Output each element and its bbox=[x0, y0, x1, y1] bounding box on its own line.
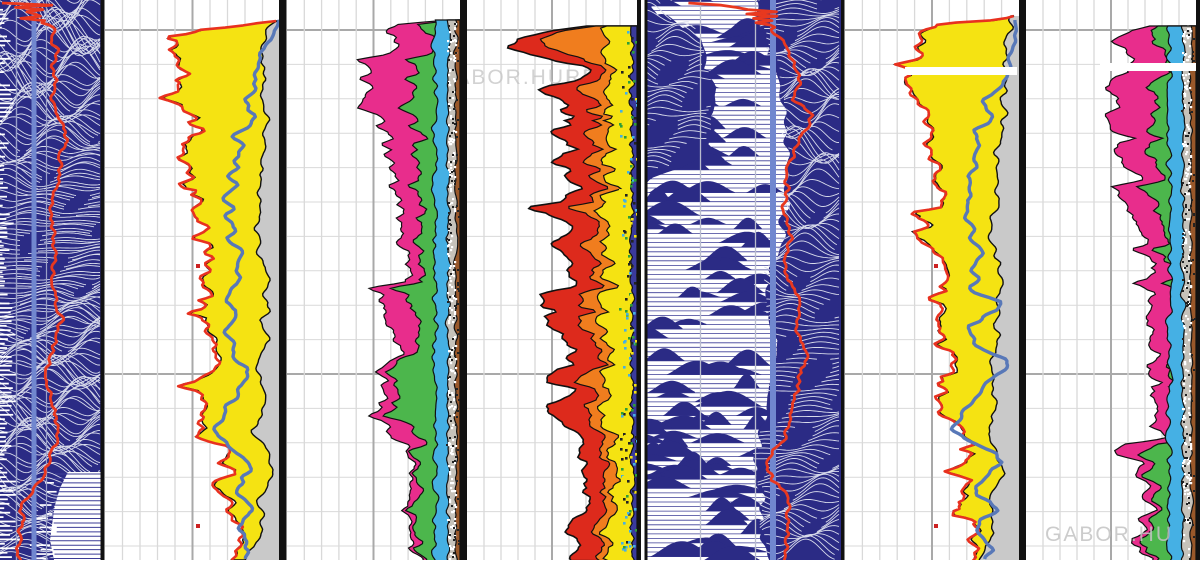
svg-text:GABOR.HU: GABOR.HU bbox=[1045, 523, 1173, 546]
